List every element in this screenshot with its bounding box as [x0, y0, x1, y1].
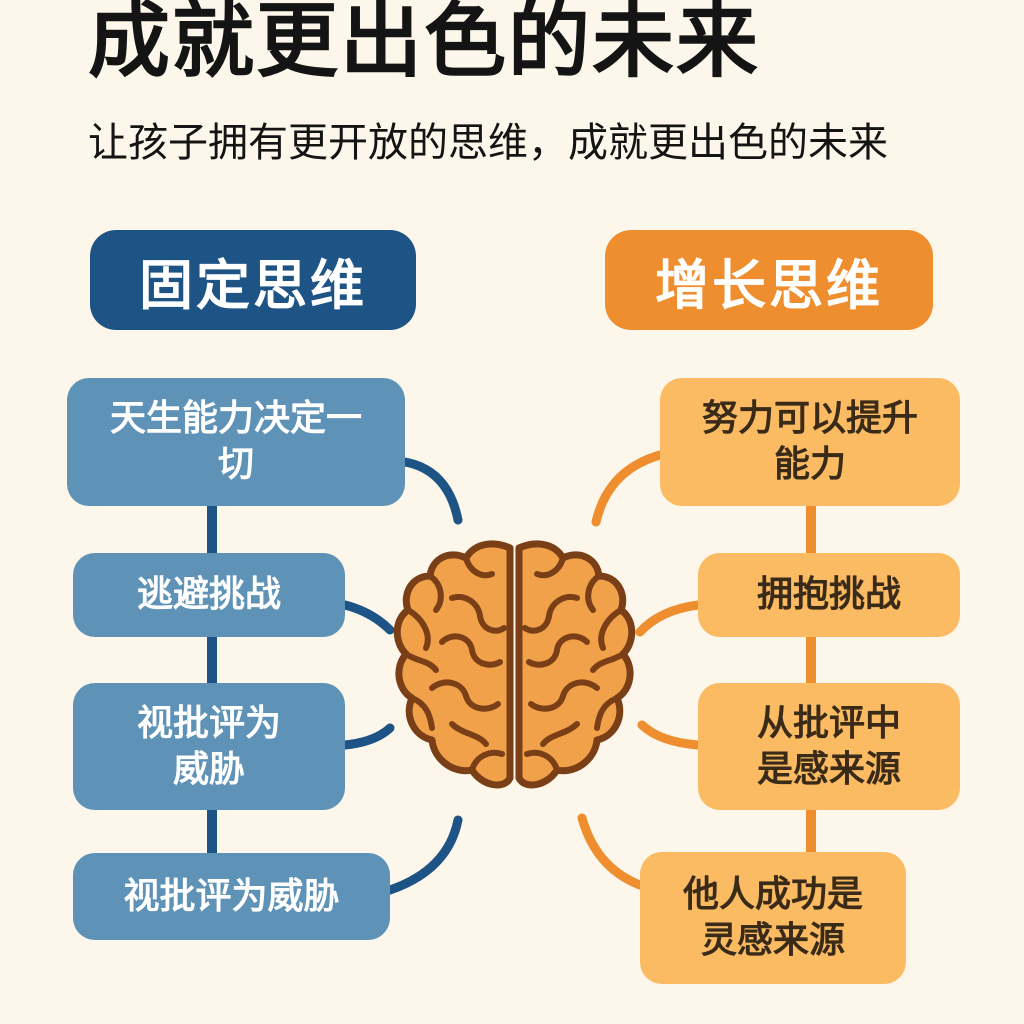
fixed-connector-3 — [340, 723, 395, 750]
fixed-connector-1 — [400, 457, 463, 525]
growth-connector-3 — [637, 720, 703, 750]
growth-item-4: 他人成功是灵感来源 — [640, 852, 906, 984]
growth-mindset-header: 增长思维 — [605, 230, 933, 330]
page-subtitle: 让孩子拥有更开放的思维，成就更出色的未来 — [88, 120, 888, 166]
fixed-mindset-header: 固定思维 — [90, 230, 416, 330]
fixed-connector-2 — [340, 600, 395, 635]
fixed-connector-4 — [385, 815, 463, 895]
growth-connector-2 — [635, 600, 703, 637]
fixed-item-2: 逃避挑战 — [73, 553, 345, 637]
growth-connector-4 — [577, 813, 645, 890]
page-title: 成就更出色的未来 — [88, 0, 761, 89]
fixed-item-4: 视批评为威胁 — [73, 853, 390, 940]
fixed-item-3: 视批评为威胁 — [73, 683, 345, 810]
growth-item-2: 拥抱挑战 — [698, 553, 960, 637]
fixed-item-1: 天生能力决定一切 — [67, 378, 405, 506]
growth-item-1: 努力可以提升能力 — [660, 378, 960, 506]
brain-icon — [393, 540, 636, 789]
growth-item-3: 从批评中是感来源 — [698, 683, 960, 810]
growth-connector-1 — [591, 450, 665, 527]
